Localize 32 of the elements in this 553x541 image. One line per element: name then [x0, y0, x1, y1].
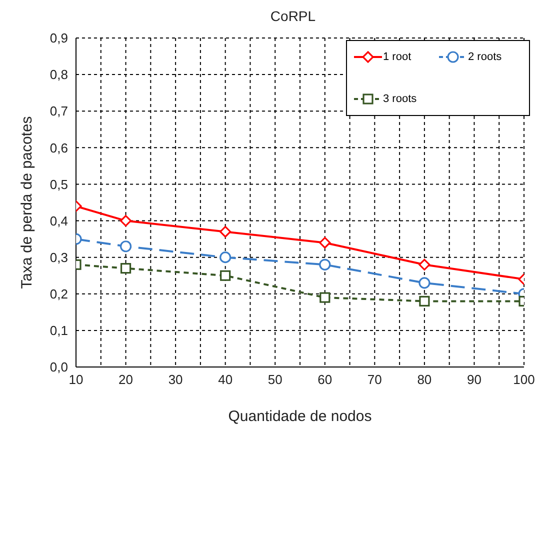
- x-tick-label: 30: [168, 372, 183, 388]
- y-tick-label: 0,1: [50, 323, 68, 338]
- point: [320, 292, 330, 303]
- y-tick-label: 0,3: [50, 250, 68, 265]
- x-tick-label: 40: [218, 372, 233, 388]
- point: [220, 226, 232, 238]
- legend-label: 3 roots: [383, 93, 417, 105]
- x-tick-label: 80: [417, 372, 432, 388]
- y-tick-label: 0,6: [50, 140, 68, 156]
- x-tick-label: 100: [513, 372, 535, 388]
- x-tick-label: 60: [318, 372, 332, 388]
- y-tick-label: 0,7: [50, 104, 68, 119]
- x-tick-label: 10: [68, 372, 84, 388]
- y-axis-title: Taxa de perda de pacotes: [18, 116, 36, 289]
- x-tick-label: 90: [466, 372, 482, 388]
- point: [220, 252, 232, 264]
- x-axis-title: Quantidade de nodos: [228, 408, 372, 425]
- y-tick-label: 0,4: [50, 213, 68, 228]
- point: [319, 236, 331, 249]
- y-tick-label: 0,0: [50, 360, 68, 375]
- point: [220, 270, 231, 281]
- chart-title: CoRPL: [269, 8, 317, 24]
- x-tick-label: 70: [367, 372, 382, 388]
- x-tick-label: 50: [268, 372, 282, 388]
- y-tick-label: 0,9: [50, 30, 68, 46]
- point: [319, 258, 331, 270]
- y-tick-label: 0,2: [50, 286, 68, 302]
- legend-label: 1 root: [383, 51, 412, 63]
- y-tick-label: 0,5: [50, 176, 68, 192]
- legend-label: 2 roots: [468, 51, 502, 63]
- x-tick-label: 20: [118, 372, 134, 388]
- y-tick-label: 0,8: [50, 67, 68, 82]
